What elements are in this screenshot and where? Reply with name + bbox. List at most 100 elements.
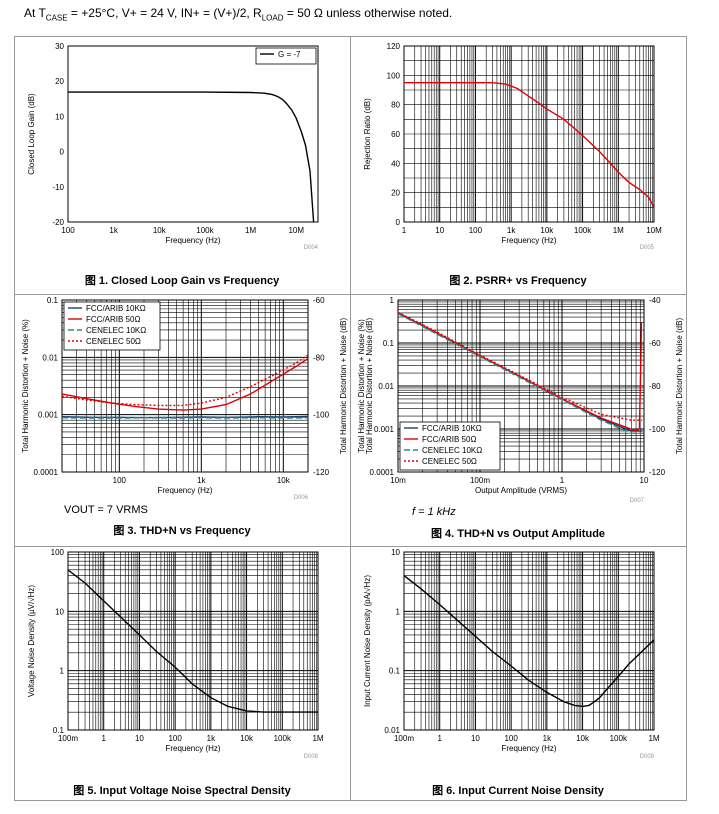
y-axis-label: Rejection Ratio (dB) [363,98,372,170]
y-tick-label: 0.1 [47,296,59,305]
x-tick-label: 100k [274,734,292,743]
x-tick-label: 1 [560,476,565,485]
y-tick-label: 0.0001 [370,468,395,477]
x-tick-label: 1k [109,226,118,235]
y-tick-label: 30 [55,42,64,51]
series-line [68,569,318,713]
legend-label: CENELEC 10KΩ [422,446,482,455]
y2-axis-label: Total Harmonic Distortion + Noise (dB) [339,318,348,455]
y-tick-label: 10 [55,607,64,616]
divider [350,36,351,801]
legend-label: FCC/ARIB 50Ω [86,315,140,324]
freq-note: f = 1 kHz [412,506,456,518]
y-tick-label: -10 [52,183,64,192]
legend-box [255,47,317,65]
y-axis-label: Input Current Noise Density (pA/√Hz) [363,575,372,707]
legend-label: FCC/ARIB 10KΩ [422,424,482,433]
x-tick-label: 100k [196,226,214,235]
chart-closed-loop-gain: 100 1k 10k 100k 1M 10M -20 -10 0 10 20 30 Frequency … [27,42,319,287]
conditions-header: At TCASE = +25°C, V+ = 24 V, IN+ = (V+)/… [24,6,452,22]
figure-caption: 图 4. THD+N vs Output Amplitude [431,527,605,540]
x-tick-label: 10M [646,226,662,235]
x-tick-label: 1M [613,226,624,235]
x-tick-label: 100k [610,734,628,743]
y-axis-label-2: Total Harmonic Distortion + Noise (dB) [365,318,374,455]
x-tick-label: 1k [197,476,206,485]
y2-tick-label: -100 [313,411,330,420]
plot-frame [67,551,319,731]
header-load-sub: LOAD [261,13,284,23]
series-line [398,311,643,421]
y-axis-label: Total Harmonic Distortion + Noise (%) [357,319,366,453]
x-tick-label: 10 [640,476,649,485]
x-tick-label: 10k [540,226,554,235]
y2-tick-label: -60 [313,296,325,305]
legend-label: CENELEC 50Ω [422,457,477,466]
x-tick-label: 10k [240,734,254,743]
x-tick-label: 1M [312,734,323,743]
x-tick-label: 100 [61,226,75,235]
x-tick-label: 1 [101,734,106,743]
x-tick-label: 10M [288,226,304,235]
figure-grid [14,36,687,801]
chart-thdn-vs-amplitude: 10m 100m 1 10 0.0001 0.001 0.01 0.1 1 -120 -100 -80… [357,296,684,540]
x-tick-label: 1k [507,226,516,235]
x-tick-label: 10 [471,734,480,743]
y-tick-label: 40 [391,159,400,168]
x-tick-label: 1k [543,734,552,743]
legend-label: CENELEC 50Ω [86,337,141,346]
x-tick-label: 1 [437,734,442,743]
y-tick-label: 80 [391,101,400,110]
y-tick-label: 100 [51,548,65,557]
x-tick-label: 100 [504,734,518,743]
x-tick-label: 10k [277,476,291,485]
plot-frame [67,45,319,223]
y-tick-label: 1 [390,296,395,305]
figure-code: D005 [640,245,655,251]
y-axis-label: Closed Loop Gain (dB) [27,93,36,175]
x-axis-label: Frequency (Hz) [165,236,220,245]
plot-area: 10m 100m 1 10 0.0001 0.001 0.01 0.1 1 -120 -100 -80… [357,296,684,540]
x-tick-label: 1M [648,734,659,743]
legend-label: FCC/ARIB 10KΩ [86,304,146,313]
y-tick-label: 20 [55,77,64,86]
x-tick-label: 100 [113,476,127,485]
plot-frame [61,299,309,473]
chart-current-noise: 100m 1 10 100 1k 10k 100k 1M 0.01 0.1 1 10 Frequency… [363,548,660,797]
y-tick-label: 0.001 [38,411,59,420]
plot-area: 100 1k 10k 0.0001 0.001 0.01 0.1 -120 -100 -80 -60… [21,296,348,537]
y-tick-label: 0.1 [389,667,401,676]
y-tick-label: 0 [396,218,401,227]
y-tick-label: 120 [387,42,401,51]
x-tick-label: 100m [394,734,414,743]
y2-axis-label: Total Harmonic Distortion + Noise (dB) [675,318,684,455]
y-tick-label: 0.01 [384,726,400,735]
plot-frame [403,551,655,731]
figure-caption: 图 2. PSRR+ vs Frequency [449,274,587,287]
chart-voltage-noise: 100m 1 10 100 1k 10k 100k 1M0.1110100Frequency … [27,548,324,797]
figure-code: D007 [630,498,645,504]
x-tick-label: 100k [574,226,592,235]
plot-area: 1 10 100 1k 10k 100k 1M 10M 0 20 40 60 80 100 120 Frequ… [363,42,662,287]
series-line [404,575,654,708]
figure-code: D006 [294,495,309,501]
y-axis-label: Voltage Noise Density (µV/√Hz) [27,585,36,697]
x-tick-label: 10k [576,734,590,743]
series-line [68,91,315,222]
x-tick-label: 1k [207,734,216,743]
figure-code: D009 [640,754,655,760]
x-axis-label: Frequency (Hz) [157,486,212,495]
y-tick-label: -20 [52,218,64,227]
y-tick-label: 0.01 [378,382,394,391]
figure-caption: 图 3. THD+N vs Frequency [113,524,251,537]
plot-frame [403,45,655,223]
chart-psrr: 1 10 100 1k 10k 100k 1M 10M 0 20 40 60 80 100 120 Frequ… [363,42,662,287]
x-tick-label: 10k [153,226,167,235]
header-case-sub: CASE [45,13,68,23]
figure-code: D008 [304,754,319,760]
y2-tick-label: -80 [649,382,661,391]
figure-caption: 图 5. Input Voltage Noise Spectral Densit… [73,784,291,797]
divider [686,36,687,801]
y-tick-label: 0.1 [53,726,65,735]
plot-area: 100m 1 10 100 1k 10k 100k 1M0.1110100Frequency … [27,548,324,797]
